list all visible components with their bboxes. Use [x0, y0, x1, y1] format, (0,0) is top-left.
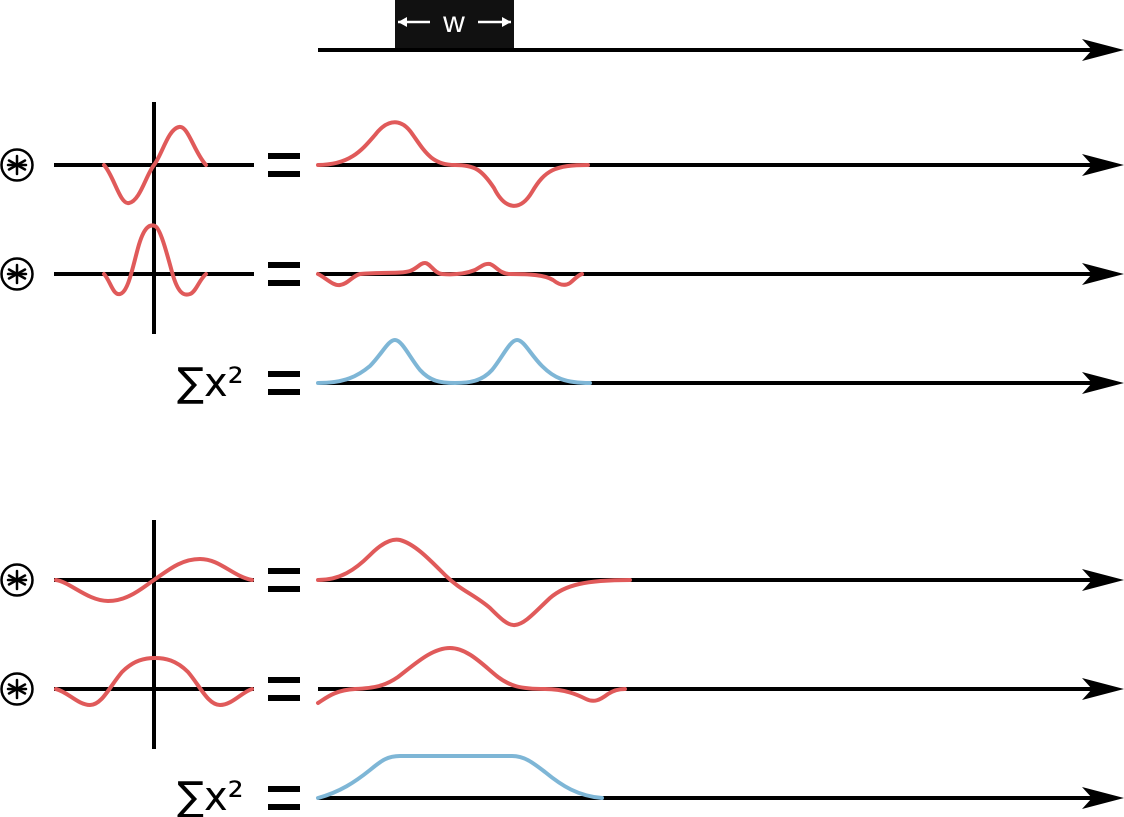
convolution-icon: [0, 257, 34, 291]
group2-sum-row: ∑x²: [177, 754, 1124, 817]
plateau-curve: [316, 754, 604, 800]
group1-row2: [0, 215, 1124, 334]
equals-sign: [268, 153, 300, 177]
output-axis-arrowhead: [1082, 569, 1124, 591]
top-axis-arrowhead: [1082, 39, 1124, 61]
group1-row1: [0, 102, 1124, 222]
convolution-icon: [0, 563, 34, 597]
output-axis-arrowhead: [1082, 263, 1124, 285]
group2-row1: [0, 520, 1124, 637]
even-response-curve: [316, 261, 584, 288]
output-axis-arrowhead: [1082, 678, 1124, 700]
even-wide-kernel-curve: [54, 656, 254, 707]
sum-squares-label: ∑x²: [177, 774, 244, 817]
odd-response-curve: [316, 120, 590, 208]
output-axis-arrowhead: [1082, 787, 1124, 809]
convolution-icon: [0, 672, 34, 706]
output-axis-arrowhead: [1082, 154, 1124, 176]
sum-squares-label: ∑x²: [177, 360, 244, 406]
even-kernel-curve: [102, 223, 208, 297]
equals-sign: [268, 677, 300, 701]
top-scale: w: [318, 0, 1124, 61]
two-peaks-curve: [316, 338, 592, 385]
equals-sign: [268, 786, 300, 810]
convolution-icon: [0, 148, 34, 182]
group2-row2: [0, 630, 1124, 749]
group1-sum-row: ∑x²: [177, 338, 1124, 406]
even-wide-response-curve: [316, 646, 627, 705]
output-axis-arrowhead: [1082, 372, 1124, 394]
odd-wide-kernel-curve: [54, 557, 254, 603]
equals-sign: [268, 371, 300, 395]
equals-sign: [268, 262, 300, 286]
equals-sign: [268, 568, 300, 592]
width-label: w: [442, 6, 465, 39]
odd-kernel-curve: [102, 125, 208, 205]
width-label-box: [395, 0, 514, 50]
odd-wide-response-curve: [316, 537, 632, 628]
